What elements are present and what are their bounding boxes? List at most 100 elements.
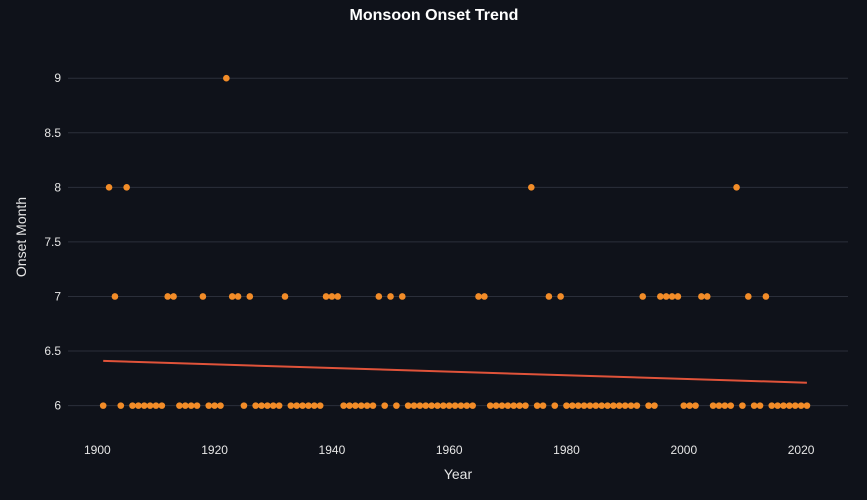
data-point [621,402,629,409]
trend-line [103,359,807,384]
data-point [668,293,676,300]
data-point [404,402,412,409]
trend-layer [103,359,807,384]
data-point [340,402,347,409]
data-point [164,293,171,300]
data-point [657,293,664,300]
data-point [240,402,248,409]
x-tick-label: 2000 [670,443,697,457]
data-point [328,293,336,300]
data-point [393,402,400,409]
data-point [105,184,113,191]
data-point [246,293,254,300]
data-point [791,402,799,409]
data-point [264,402,271,409]
data-point [334,293,342,300]
data-point [533,402,541,409]
data-point [481,293,488,300]
y-tick-labels: 6 6.5 7 7.5 8 8.5 9 [44,71,61,412]
data-point [774,402,781,409]
data-point [528,184,535,191]
x-tick-label: 2020 [788,443,815,457]
data-point [445,402,453,409]
data-point [217,402,224,409]
data-point [733,184,740,191]
data-point [674,293,682,300]
data-point [522,402,529,409]
data-point [111,293,119,300]
data-point [211,402,218,409]
data-point [727,402,735,409]
data-point [410,402,418,409]
data-point [193,402,201,409]
data-point [316,402,324,409]
data-point [158,402,166,409]
data-point [322,293,330,300]
data-point [387,293,394,300]
data-point [692,402,699,409]
data-point [176,402,183,409]
data-point [604,402,611,409]
data-point [440,402,447,409]
chart-title: Monsoon Onset Trend [350,7,519,24]
data-point [398,293,406,300]
data-point [686,402,693,409]
data-point [352,402,359,409]
data-point [574,402,582,409]
data-point [745,293,752,300]
data-point [698,293,705,300]
data-point [187,402,195,409]
data-point [205,402,213,409]
data-point [135,402,142,409]
data-point [504,402,512,409]
data-point [422,402,430,409]
data-point [598,402,605,409]
data-point [299,402,306,409]
data-point [146,402,154,409]
data-point [516,402,523,409]
data-point [786,402,793,409]
data-point [498,402,506,409]
data-point [416,402,424,409]
data-point [610,402,617,409]
data-point [803,402,811,409]
data-point [768,402,776,409]
data-point [463,402,471,409]
data-point [750,402,758,409]
data-point [428,402,435,409]
x-tick-label: 1960 [436,443,463,457]
x-tick-label: 1920 [201,443,228,457]
data-point [592,402,600,409]
data-point [140,402,148,409]
data-point [545,293,553,300]
data-point [311,402,318,409]
point-layer [99,74,811,409]
data-point [287,402,295,409]
data-point [721,402,729,409]
data-point [756,402,764,409]
y-axis-title: Onset Month [13,197,29,277]
data-point [181,402,189,409]
x-tick-label: 1900 [84,443,111,457]
data-point [258,402,265,409]
data-point [709,402,717,409]
data-point [293,402,301,409]
data-point [586,402,594,409]
data-point [281,293,289,300]
data-point [715,402,723,409]
data-point [129,402,136,409]
data-point [375,293,383,300]
data-point [615,402,623,409]
data-point [228,293,236,300]
y-tick-label: 7 [54,289,61,303]
data-point [357,402,365,409]
x-axis-title: Year [444,466,473,482]
data-point [434,402,441,409]
data-point [492,402,500,409]
x-tick-label: 1980 [553,443,580,457]
data-point [117,402,125,409]
y-tick-label: 9 [54,71,61,85]
data-point [651,402,658,409]
data-point [563,402,570,409]
data-point [510,402,518,409]
